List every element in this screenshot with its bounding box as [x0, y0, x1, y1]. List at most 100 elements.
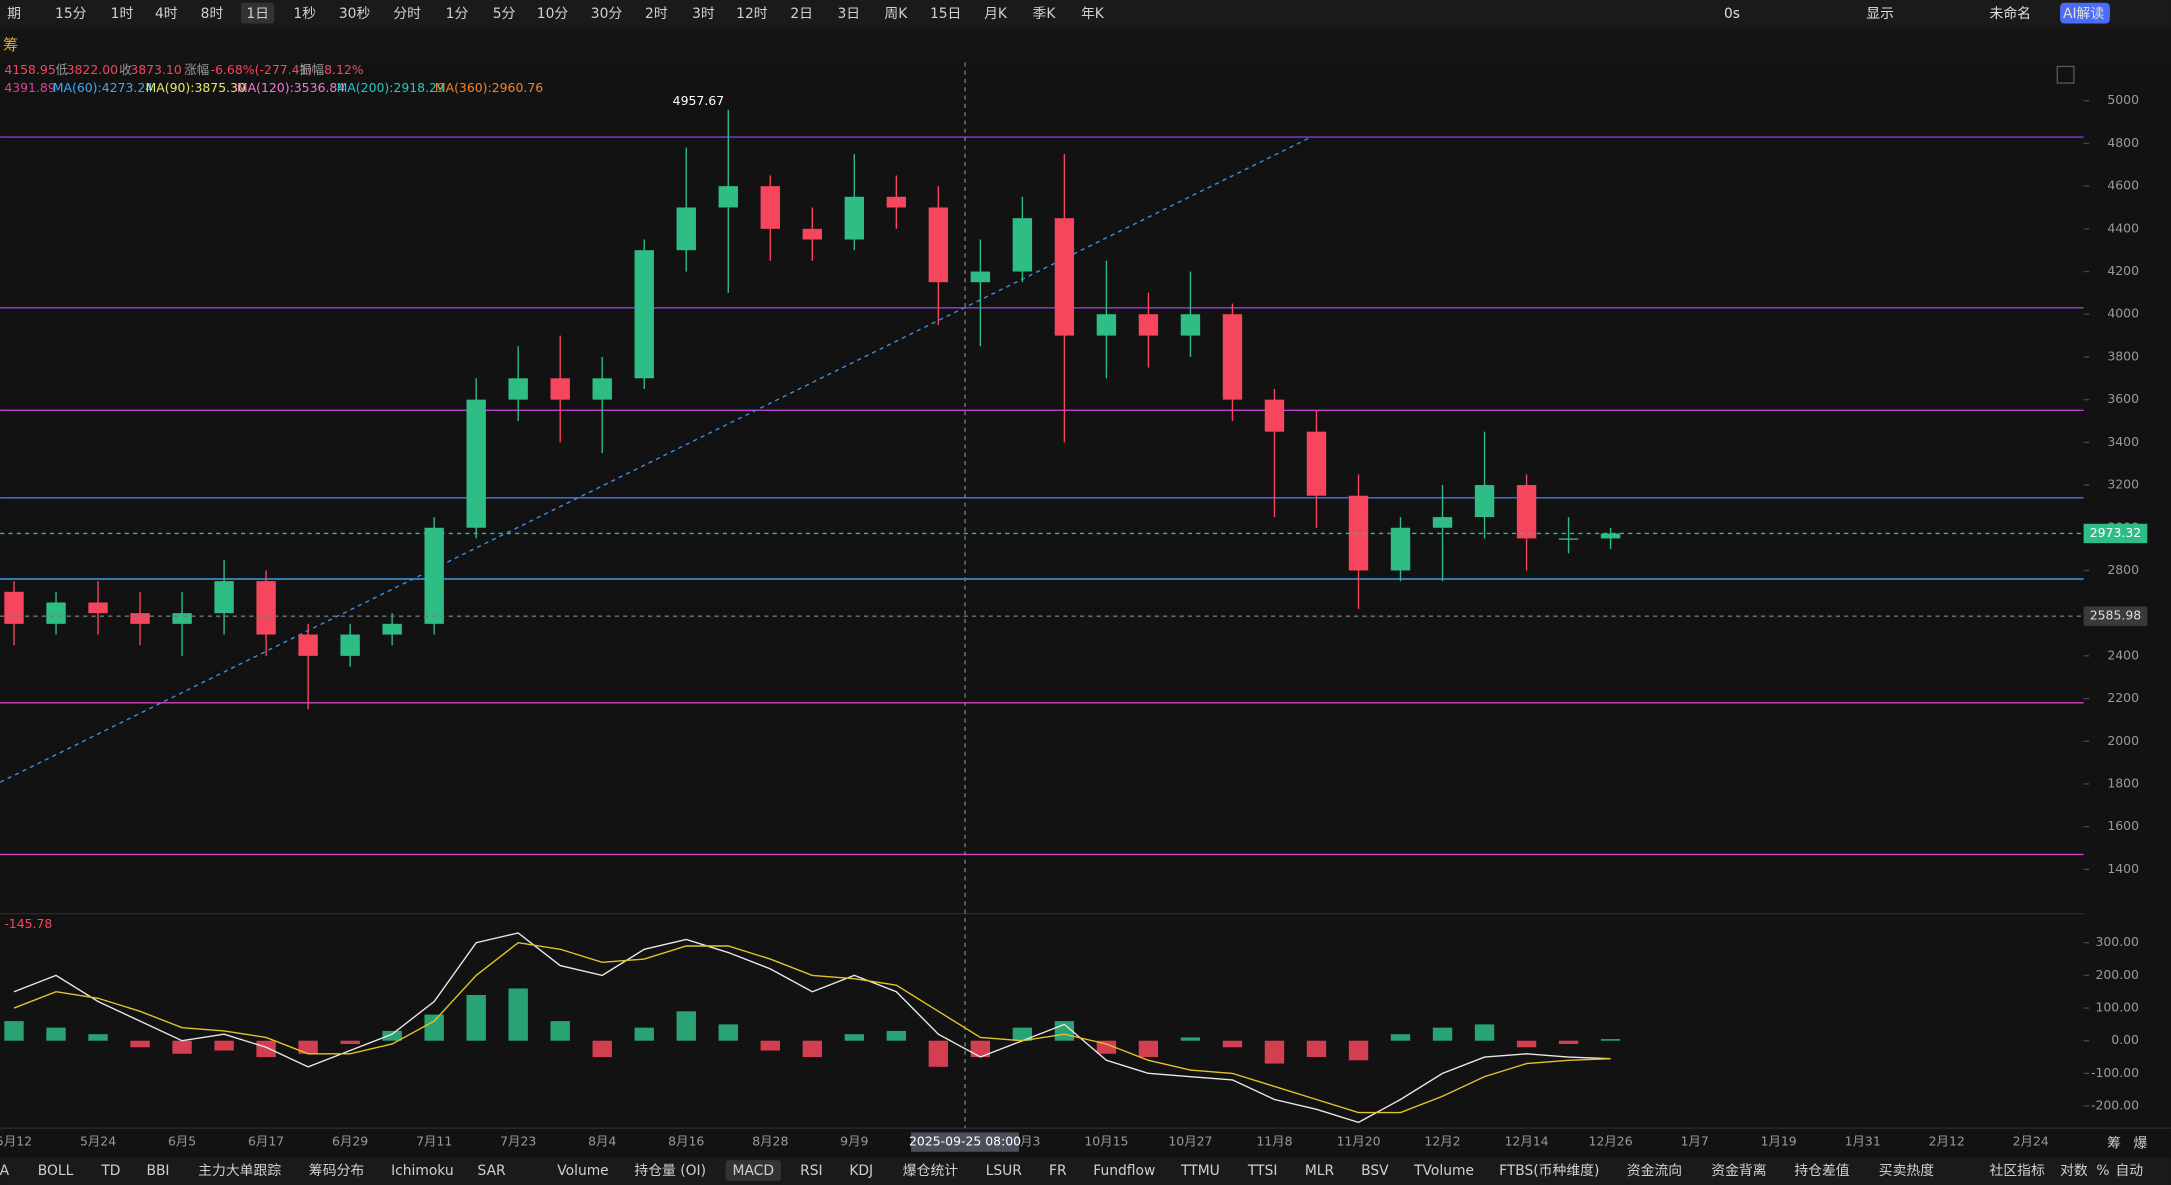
tag: 筹	[3, 36, 18, 54]
indicator-tab[interactable]: 持仓差值	[1794, 1163, 1849, 1179]
macd-bar	[88, 1034, 108, 1041]
indicator-tab[interactable]: Ichimoku	[391, 1163, 454, 1179]
indicator-tab[interactable]: BBI	[146, 1163, 169, 1179]
macd-bar	[1558, 1040, 1579, 1044]
indicator-tab[interactable]: MLR	[1305, 1163, 1335, 1179]
x-tick-label: 7月23	[500, 1134, 536, 1149]
expand-icon[interactable]	[2056, 65, 2075, 84]
interval-button[interactable]: 期	[7, 6, 21, 22]
x-tick-label: 2月12	[1929, 1134, 1965, 1149]
candle-body	[760, 186, 780, 229]
indicator-tab[interactable]: 对数	[2060, 1163, 2088, 1179]
interval-button[interactable]: 1时	[111, 6, 134, 22]
indicator-tab[interactable]: A	[0, 1163, 10, 1179]
macd-bar	[1432, 1027, 1453, 1041]
indicator-tab[interactable]: 持仓量 (OI)	[634, 1163, 706, 1179]
interval-button[interactable]: 年K	[1081, 6, 1105, 22]
ohlc-info: 8.12%	[324, 62, 364, 77]
macd-bar	[886, 1030, 907, 1041]
interval-button[interactable]: 12时	[736, 6, 768, 22]
macd-bar	[1012, 1027, 1033, 1041]
indicator-tab[interactable]: TTMU	[1180, 1163, 1220, 1179]
candle-body	[634, 250, 654, 379]
candle-body	[1054, 218, 1075, 336]
toolbar-right-button[interactable]: 0s	[1724, 6, 1740, 22]
interval-button[interactable]: 8时	[201, 6, 224, 22]
indicator-tab[interactable]: 资金流向	[1627, 1163, 1682, 1179]
interval-button[interactable]: 2日	[790, 6, 813, 22]
toolbar-right-button[interactable]: 未命名	[1990, 5, 2031, 22]
ohlc-info: 振幅	[299, 62, 324, 77]
candle-body	[1306, 431, 1327, 496]
top-toolbar	[0, 0, 2171, 28]
indicator-bar	[0, 1157, 2171, 1185]
toolbar-right-button[interactable]: 显示	[1866, 6, 1894, 22]
interval-button[interactable]: 15日	[930, 6, 961, 22]
candle-body	[214, 581, 234, 614]
interval-button[interactable]: 3日	[837, 6, 860, 22]
indicator-tab[interactable]: 主力大单跟踪	[198, 1163, 281, 1179]
interval-button[interactable]: 30分	[591, 6, 623, 22]
indicator-tab[interactable]: 筹码分布	[309, 1162, 364, 1179]
interval-button[interactable]: 5分	[493, 6, 516, 22]
indicator-tab[interactable]: TD	[100, 1163, 120, 1179]
indicator-tab[interactable]: %	[2096, 1163, 2109, 1179]
candle-body	[46, 602, 66, 624]
interval-button[interactable]: 30秒	[339, 6, 371, 22]
indicator-tab[interactable]: Fundflow	[1093, 1163, 1155, 1179]
indicator-tab[interactable]: RSI	[800, 1163, 822, 1179]
indicator-tab[interactable]: 买卖热度	[1879, 1163, 1934, 1179]
interval-button[interactable]: 2时	[645, 6, 668, 22]
interval-button[interactable]: 15分	[55, 6, 87, 22]
interval-button[interactable]: 1秒	[293, 6, 316, 22]
candle-body	[1096, 314, 1117, 336]
indicator-tab[interactable]: 社区指标	[1990, 1163, 2045, 1179]
macd-bar	[1264, 1040, 1285, 1064]
candle-body	[4, 591, 24, 624]
interval-button[interactable]: 分时	[393, 6, 421, 22]
macd-bar	[1306, 1040, 1327, 1058]
toolbar-right-button[interactable]: AI解读	[2063, 6, 2104, 22]
interval-button[interactable]: 季K	[1033, 6, 1057, 22]
indicator-tab[interactable]: TVolume	[1413, 1163, 1474, 1179]
interval-button[interactable]: 周K	[884, 6, 908, 22]
indicator-tab[interactable]: Volume	[557, 1163, 608, 1179]
candle-body	[256, 581, 276, 635]
indicator-tab[interactable]: 自动	[2115, 1163, 2143, 1179]
y-tick-label: 4000	[2107, 306, 2139, 321]
last-price-label: 2973.32	[2090, 525, 2141, 540]
candle-body	[1348, 495, 1369, 571]
indicator-tab[interactable]: FR	[1049, 1163, 1067, 1179]
macd-value: -145.78	[4, 916, 52, 931]
indicator-tab[interactable]: KDJ	[849, 1163, 873, 1179]
indicator-tab[interactable]: SAR	[478, 1163, 506, 1179]
indicator-tab[interactable]: BOLL	[38, 1163, 74, 1179]
interval-button[interactable]: 4时	[155, 6, 178, 22]
y-tick-label: 3200	[2107, 477, 2139, 492]
y-tick-label: 300.00	[2095, 934, 2139, 949]
candle-body	[1474, 485, 1495, 518]
interval-button[interactable]: 1日	[246, 6, 269, 22]
macd-bar	[634, 1027, 654, 1041]
macd-bar	[1138, 1040, 1159, 1058]
interval-button[interactable]: 10分	[537, 6, 569, 22]
interval-button[interactable]: 1分	[446, 6, 469, 22]
indicator-tab[interactable]: MACD	[733, 1163, 774, 1179]
macd-bar	[928, 1040, 949, 1067]
macd-bar	[214, 1040, 234, 1051]
macd-bar	[802, 1040, 822, 1058]
interval-button[interactable]: 3时	[692, 6, 715, 22]
macd-bar	[1222, 1040, 1243, 1048]
candle-body	[1222, 314, 1243, 400]
interval-button[interactable]: 月K	[984, 6, 1008, 22]
y-tick-label: 1600	[2107, 818, 2139, 833]
candle-body	[508, 378, 528, 400]
indicator-tab[interactable]: BSV	[1361, 1163, 1389, 1179]
indicator-tab[interactable]: 资金背离	[1711, 1162, 1766, 1179]
indicator-tab[interactable]: 爆仓统计	[903, 1163, 958, 1179]
indicator-tab[interactable]: FTBS(币种维度)	[1499, 1163, 1599, 1179]
indicator-tab[interactable]: LSUR	[986, 1163, 1023, 1179]
indicator-tab[interactable]: TTSI	[1247, 1163, 1278, 1179]
macd-bar	[550, 1021, 570, 1041]
